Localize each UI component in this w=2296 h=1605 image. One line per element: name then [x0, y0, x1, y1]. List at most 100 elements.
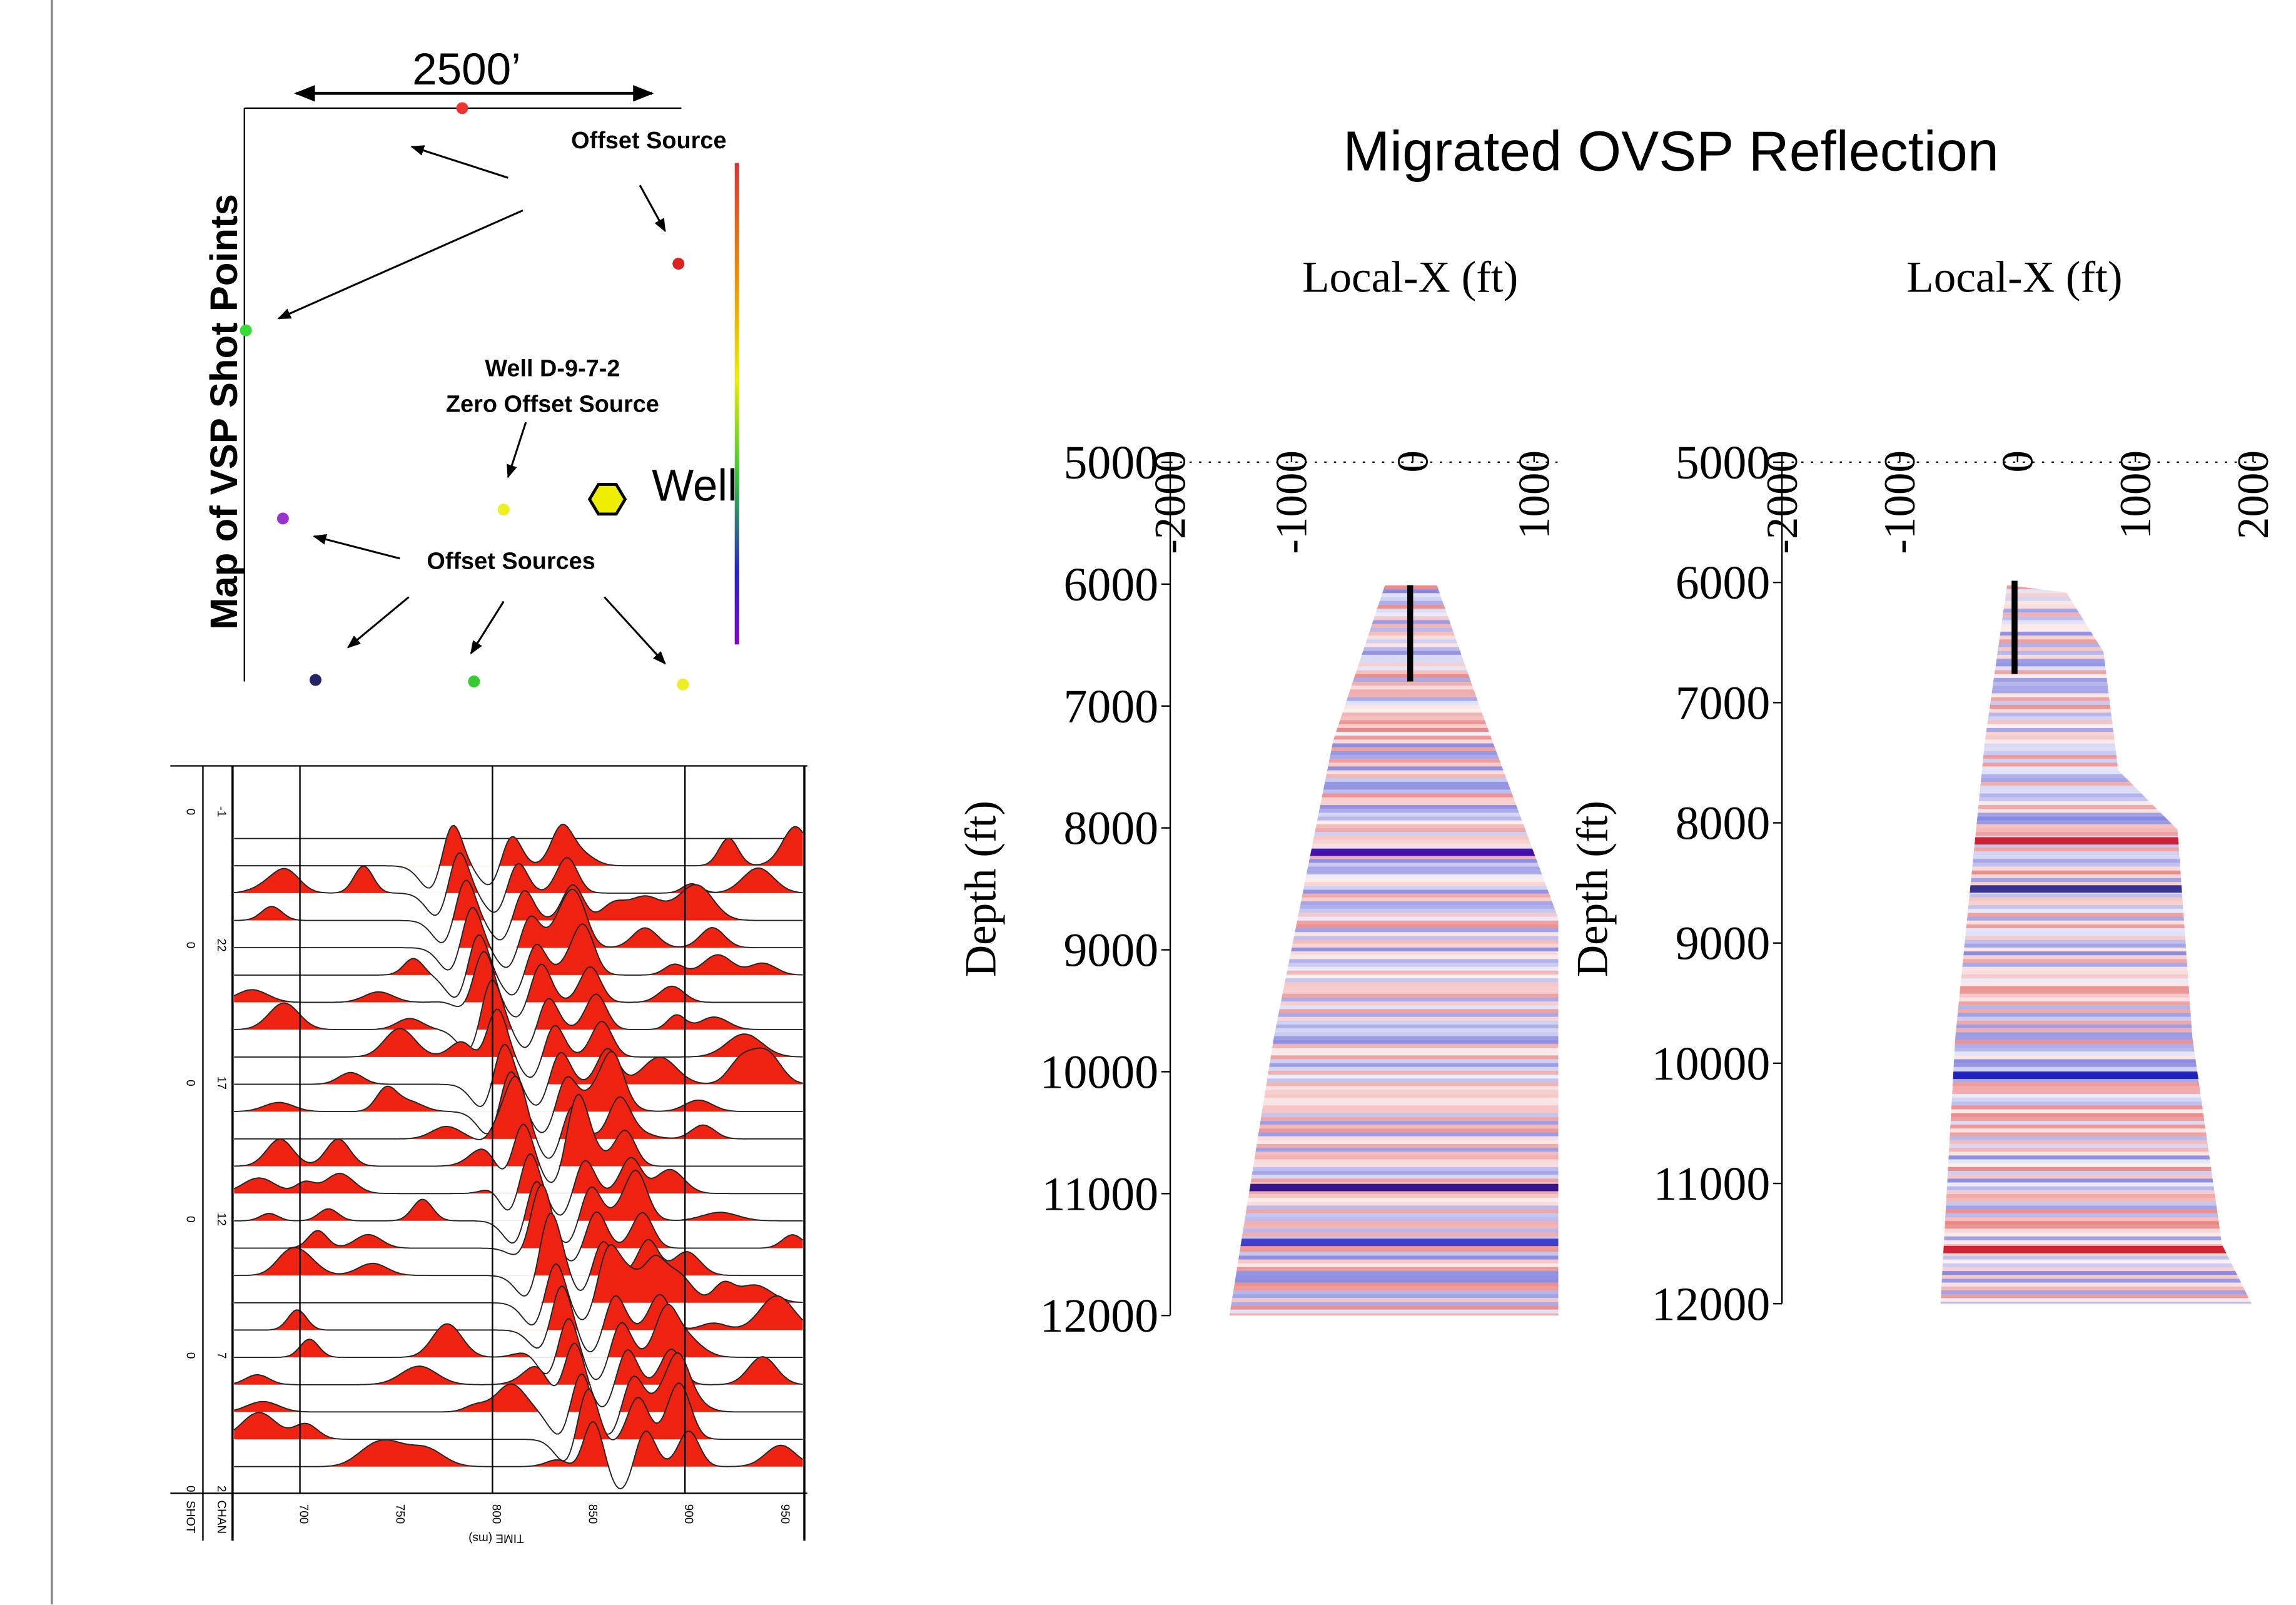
reflector — [1940, 924, 2252, 929]
reflector — [1940, 1001, 2252, 1006]
scale-label: 2500’ — [412, 45, 521, 94]
reflector — [1229, 1013, 1559, 1017]
reflector — [1940, 893, 2252, 898]
reflector — [1940, 1221, 2252, 1225]
reflector — [1940, 1086, 2252, 1090]
shot-point — [309, 674, 321, 686]
trace — [234, 979, 803, 1051]
reflector — [1229, 1228, 1559, 1233]
reflector — [1940, 1190, 2252, 1194]
reflector — [1940, 654, 2252, 659]
reflector — [1940, 1193, 2252, 1198]
reflector — [1940, 824, 2252, 828]
reflector — [1940, 843, 2252, 848]
reflector — [1229, 1278, 1559, 1283]
reflector — [1229, 1093, 1559, 1098]
x-tick-label: 750 — [393, 1504, 406, 1524]
reflector — [1940, 736, 2252, 740]
reflector — [1940, 1140, 2252, 1144]
reflector — [1940, 978, 2252, 983]
reflector — [1940, 828, 2252, 833]
reflector — [1940, 920, 2252, 924]
reflector — [1229, 863, 1559, 867]
trace-fill — [234, 1154, 803, 1194]
reflector — [1229, 1128, 1559, 1133]
x-axis-label: Local-X (ft) — [1302, 253, 1518, 302]
trace — [233, 951, 803, 1018]
reflector — [1229, 966, 1559, 971]
trace — [234, 879, 803, 944]
x-axis-label: TIME (ms) — [468, 1532, 523, 1545]
reflector — [1229, 747, 1559, 751]
shot-point — [677, 678, 689, 691]
reflector — [1229, 1047, 1559, 1052]
reflector — [1940, 870, 2252, 874]
reflector — [1940, 1298, 2252, 1302]
reflector — [1229, 1171, 1559, 1175]
reflector — [1229, 932, 1559, 936]
reflector — [1940, 1282, 2252, 1287]
row-label: 0 — [183, 1486, 196, 1492]
trace — [234, 1421, 804, 1490]
y-tick-label: 10000 — [1652, 1038, 1770, 1090]
reflector — [1229, 1109, 1559, 1113]
reflector — [1940, 1155, 2252, 1160]
reflector — [1229, 1309, 1559, 1314]
reflector — [1229, 639, 1559, 644]
reflector — [1940, 612, 2252, 617]
reflector — [1229, 754, 1559, 759]
reflector — [1940, 1148, 2252, 1152]
reflector — [1229, 585, 1559, 586]
trace — [234, 1243, 803, 1326]
y-tick-label: 7000 — [1064, 681, 1159, 733]
reflector — [1940, 1032, 2252, 1036]
reflector — [1940, 1013, 2252, 1017]
reflector — [1229, 1275, 1559, 1279]
reflector — [1940, 681, 2252, 686]
reflector — [1940, 1294, 2252, 1299]
reflector — [1940, 932, 2252, 936]
migrated-image — [1782, 578, 2266, 1304]
x-tick-label: 900 — [682, 1504, 695, 1524]
reflector — [1940, 1163, 2252, 1167]
shot-point — [672, 258, 685, 270]
reflector — [1229, 1132, 1559, 1137]
reflector — [1229, 585, 1559, 590]
trace — [234, 852, 803, 916]
reflector — [1940, 1063, 2252, 1067]
reflector — [1229, 1101, 1559, 1106]
reflector — [1940, 1167, 2252, 1172]
reflector — [1229, 1252, 1559, 1256]
x-tick-label: 1000 — [2111, 450, 2160, 539]
reflector — [1940, 747, 2252, 751]
reflector — [1940, 1245, 2252, 1253]
reflector — [1940, 585, 2252, 586]
reflector — [1940, 916, 2252, 921]
reflector — [1229, 732, 1559, 736]
map-label: Offset Sources — [427, 549, 595, 575]
migrated-panel: 50006000700080009000100001100012000-2000… — [957, 253, 1559, 1343]
reflector — [1782, 578, 2266, 582]
y-tick-label: 5000 — [1676, 437, 1771, 489]
reflector — [1229, 786, 1559, 790]
reflector — [1229, 1263, 1559, 1267]
reflector — [1229, 1020, 1559, 1025]
column-header: SHOT — [183, 1501, 196, 1534]
trace — [234, 1093, 803, 1183]
reflector — [1940, 659, 2252, 663]
trace — [234, 1008, 803, 1078]
reflector — [1229, 1143, 1559, 1148]
reflector — [1229, 1248, 1559, 1252]
reflector — [1940, 1152, 2252, 1156]
reflector — [1940, 1040, 2252, 1044]
row-label: 0 — [183, 1080, 196, 1086]
reflector — [1229, 882, 1559, 886]
reflector — [1940, 986, 2252, 990]
row-label: 7 — [215, 1352, 228, 1359]
reflector — [1229, 666, 1559, 671]
reflector — [1229, 928, 1559, 933]
reflector — [1940, 720, 2252, 724]
reflector — [1940, 955, 2252, 959]
reflector — [1229, 1163, 1559, 1167]
reflector — [1229, 1155, 1559, 1160]
